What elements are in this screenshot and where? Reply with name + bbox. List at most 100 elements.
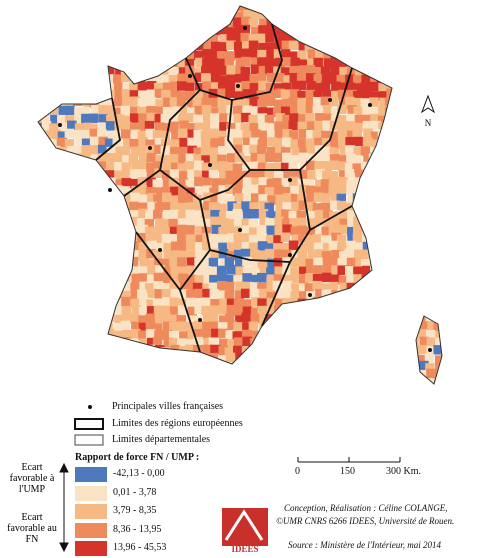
commune-patch [280,186,291,197]
commune-patch [202,362,212,372]
legend-symbols [74,405,104,446]
commune-patch [410,88,420,99]
commune-patch [105,264,115,275]
commune-patch [146,145,156,155]
commune-patch [105,152,116,163]
commune-patch [58,66,69,76]
commune-patch [274,171,284,181]
commune-patch [425,33,436,44]
commune-patch [275,362,285,372]
commune-patch [208,352,219,363]
commune-patch [234,48,245,59]
commune-patch [57,296,67,307]
commune-patch [315,378,325,384]
commune-patch [122,82,132,93]
commune-patch [89,385,99,395]
commune-patch [51,346,61,357]
commune-patch [411,128,421,139]
commune-patch [217,203,227,213]
commune-patch [130,123,140,133]
commune-patch [306,370,316,381]
commune-patch [186,315,197,325]
commune-patch [296,80,307,91]
commune-patch [234,290,245,301]
commune-patch [281,33,291,43]
commune-patch [154,314,165,325]
commune-patch [289,16,299,27]
commune-patch [282,288,292,299]
commune-patch [296,322,307,333]
commune-patch [425,82,435,92]
commune-patch [89,305,100,315]
commune-patch [241,201,251,211]
commune-patch [64,378,75,384]
commune-patch [123,258,133,269]
commune-patch [361,274,371,284]
commune-patch [137,202,148,213]
commune-patch [264,187,275,197]
commune-patch [225,211,236,221]
commune-patch [354,49,365,60]
commune-patch [433,42,442,52]
commune-patch [354,169,365,179]
commune-patch [307,170,317,180]
commune-patch [89,9,100,19]
commune-patch [369,201,379,212]
commune-patch [417,248,428,259]
commune-patch [88,313,99,323]
commune-patch [122,26,132,36]
commune-patch [256,90,267,100]
commune-patch [305,320,315,331]
commune-patch [203,6,213,12]
commune-patch [88,370,99,380]
commune-patch [138,273,148,283]
commune-patch [400,170,411,181]
commune-patch [38,306,44,317]
commune-patch [43,298,53,309]
commune-patch [225,370,236,381]
commune-patch [395,210,405,220]
commune-patch [355,18,365,29]
commune-patch [392,34,403,45]
commune-patch [370,91,380,101]
commune-patch [195,234,205,245]
commune-patch [232,331,243,341]
commune-patch [346,153,356,164]
commune-patch [131,64,141,75]
commune-patch [354,377,364,384]
commune-patch [81,113,91,124]
commune-patch [178,91,189,101]
commune-patch [91,105,101,115]
commune-patch [378,83,388,93]
commune-patch [296,73,307,83]
commune-patch [250,249,260,260]
commune-patch [434,274,442,284]
commune-patch [274,83,284,93]
commune-patch [280,49,291,59]
commune-patch [361,89,372,99]
commune-patch [434,226,442,236]
commune-patch [443,387,453,397]
commune-patch [443,363,453,373]
commune-patch [168,362,179,372]
commune-patch [90,170,100,181]
commune-patch [210,97,221,108]
commune-patch [185,322,196,332]
commune-patch [38,218,44,229]
commune-patch [265,337,275,348]
commune-patch [74,249,84,260]
commune-patch [386,51,397,61]
commune-patch [90,32,101,43]
commune-patch [184,82,195,93]
commune-patch [432,49,442,60]
commune-patch [113,330,124,341]
commune-patch [105,66,115,77]
commune-patch [217,280,227,291]
commune-patch [187,274,197,285]
commune-patch [98,297,109,308]
commune-patch [322,297,333,308]
commune-patch [178,273,188,284]
commune-patch [394,56,404,67]
commune-patch [393,99,404,109]
commune-patch [393,248,404,259]
